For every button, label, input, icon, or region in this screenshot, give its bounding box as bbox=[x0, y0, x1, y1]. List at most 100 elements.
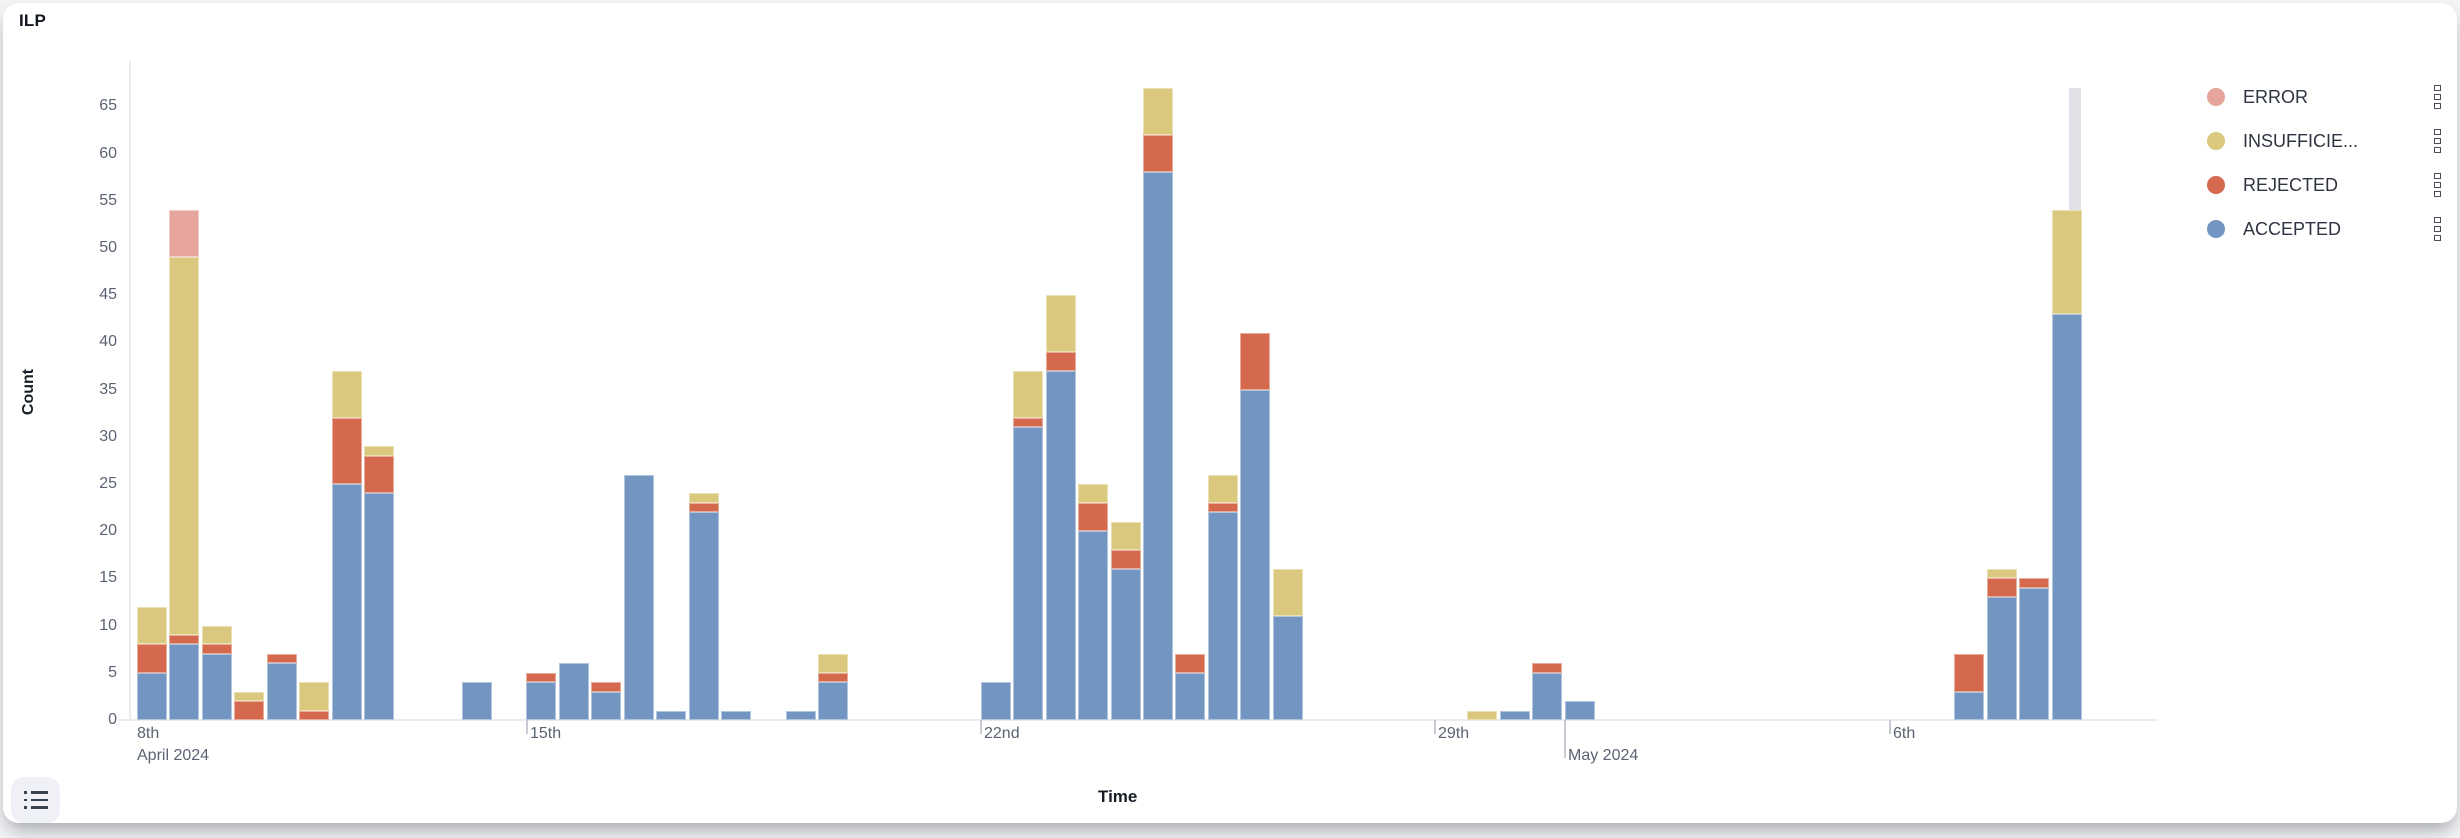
bar-segment-insufficient bbox=[818, 653, 848, 673]
legend-item-accepted[interactable]: ACCEPTED bbox=[2199, 207, 2455, 251]
stacked-bar[interactable] bbox=[1078, 484, 1108, 720]
stacked-bar[interactable] bbox=[1143, 87, 1173, 720]
y-axis-title: Count bbox=[20, 368, 37, 416]
stacked-bar[interactable] bbox=[818, 653, 848, 720]
stacked-bar[interactable] bbox=[591, 682, 621, 720]
stacked-bar[interactable] bbox=[559, 663, 589, 720]
bar-segment-rejected bbox=[818, 672, 848, 683]
bar-segment-accepted bbox=[1240, 389, 1270, 720]
stacked-bar[interactable] bbox=[364, 446, 394, 720]
stacked-bar[interactable] bbox=[689, 493, 719, 720]
x-axis-tick bbox=[1434, 720, 1436, 734]
stacked-bar[interactable] bbox=[526, 672, 556, 720]
bar-segment-accepted bbox=[689, 512, 719, 720]
bar-segment-rejected bbox=[689, 502, 719, 513]
stacked-bar[interactable] bbox=[1046, 295, 1076, 720]
bar-segment-accepted bbox=[364, 493, 394, 720]
y-axis-line bbox=[129, 61, 131, 720]
stacked-bar[interactable] bbox=[1500, 710, 1530, 720]
bar-segment-insufficient bbox=[1013, 370, 1043, 418]
bar-segment-rejected bbox=[267, 653, 297, 664]
drag-handle-icon[interactable] bbox=[2434, 173, 2441, 197]
legend-item-rejected[interactable]: REJECTED bbox=[2199, 163, 2455, 207]
legend-label: ERROR bbox=[2243, 86, 2309, 107]
y-tick-label: 55 bbox=[99, 191, 117, 209]
stacked-bar[interactable] bbox=[786, 710, 816, 720]
stacked-bar[interactable] bbox=[981, 682, 1011, 720]
bar-segment-insufficient bbox=[1046, 295, 1076, 352]
bar-segment-accepted bbox=[624, 474, 654, 720]
bar-segment-insufficient bbox=[234, 691, 264, 702]
y-tick-label: 35 bbox=[99, 380, 117, 398]
bar-segment-accepted bbox=[1532, 672, 1562, 720]
bar-segment-rejected bbox=[1240, 332, 1270, 390]
stacked-bar[interactable] bbox=[1954, 653, 1984, 720]
y-tick-label: 20 bbox=[99, 522, 117, 540]
stacked-bar[interactable] bbox=[1532, 663, 1562, 720]
y-tick-label: 65 bbox=[99, 97, 117, 115]
chart-card: ILP 0 5 10 15 20 25 30 35 40 45 50 55 60 65 8th April 2… bbox=[3, 3, 2457, 823]
drag-handle-icon[interactable] bbox=[2434, 129, 2441, 153]
stacked-bar[interactable] bbox=[267, 653, 297, 720]
bar-segment-accepted bbox=[332, 483, 362, 720]
bar-segment-rejected bbox=[234, 701, 264, 720]
bar-segment-insufficient bbox=[169, 257, 199, 636]
stacked-bar[interactable] bbox=[299, 682, 329, 720]
drag-handle-icon[interactable] bbox=[2434, 217, 2441, 241]
stacked-bar[interactable] bbox=[1987, 568, 2017, 720]
bar-segment-rejected bbox=[1208, 502, 1238, 513]
bar-segment-accepted bbox=[656, 710, 686, 720]
y-tick-label: 50 bbox=[99, 239, 117, 256]
bar-segment-accepted bbox=[1078, 531, 1108, 720]
legend: ERROR INSUFFICIE... REJECTED ACCEPTED bbox=[2199, 75, 2455, 251]
stacked-bar[interactable] bbox=[656, 710, 686, 720]
bar-segment-rejected bbox=[1954, 653, 1984, 692]
stacked-bar[interactable] bbox=[202, 625, 232, 720]
stacked-bar[interactable] bbox=[2019, 578, 2049, 720]
stacked-bar[interactable] bbox=[624, 474, 654, 720]
stacked-bar[interactable] bbox=[332, 370, 362, 720]
bar-segment-rejected bbox=[1987, 578, 2017, 598]
x-axis-title: Time bbox=[1098, 787, 1138, 806]
bar-segment-insufficient bbox=[1987, 568, 2017, 579]
stacked-bar[interactable] bbox=[169, 210, 199, 720]
stacked-bar[interactable] bbox=[1208, 474, 1238, 720]
legend-item-insufficient[interactable]: INSUFFICIE... bbox=[2199, 119, 2455, 163]
bar-segment-rejected bbox=[299, 710, 329, 720]
stacked-bar[interactable] bbox=[234, 691, 264, 720]
bar-segment-accepted bbox=[721, 710, 751, 720]
x-tick-label: May 2024 bbox=[1568, 747, 1639, 764]
bar-segment-insufficient bbox=[1273, 568, 1303, 617]
bar-segment-insufficient bbox=[2052, 210, 2082, 315]
stacked-bar[interactable] bbox=[1175, 653, 1205, 720]
drag-handle-icon[interactable] bbox=[2434, 85, 2441, 109]
bar-segment-insufficient bbox=[1143, 87, 1173, 135]
x-tick-label: 22nd bbox=[984, 725, 1020, 742]
insufficient-series-dot-icon bbox=[2207, 132, 2225, 150]
stacked-bar[interactable] bbox=[721, 710, 751, 720]
stacked-bar[interactable] bbox=[1013, 370, 1043, 720]
bar-segment-insufficient bbox=[332, 370, 362, 418]
stacked-bar[interactable] bbox=[1111, 521, 1141, 720]
bar-segment-accepted bbox=[1954, 691, 1984, 720]
stacked-bar[interactable] bbox=[1240, 332, 1270, 720]
stacked-bar[interactable] bbox=[1273, 568, 1303, 720]
bar-segment-rejected bbox=[332, 417, 362, 484]
stacked-bar[interactable] bbox=[1565, 701, 1595, 720]
stacked-bar[interactable] bbox=[137, 606, 167, 720]
bar-segment-rejected bbox=[1532, 663, 1562, 673]
bar-segment-insufficient bbox=[689, 493, 719, 503]
bar-segment-rejected bbox=[202, 644, 232, 654]
stacked-bar[interactable] bbox=[462, 682, 492, 720]
stacked-bar[interactable] bbox=[1467, 710, 1497, 720]
y-tick-label: 5 bbox=[108, 663, 117, 681]
bar-segment-accepted bbox=[2019, 587, 2049, 720]
stacked-bar[interactable] bbox=[2052, 210, 2082, 720]
x-axis-tick bbox=[1564, 720, 1566, 758]
x-tick-label: 6th bbox=[1893, 725, 1916, 742]
x-axis-tick bbox=[526, 720, 528, 734]
legend-item-error[interactable]: ERROR bbox=[2199, 75, 2455, 119]
bar-segment-rejected bbox=[364, 455, 394, 494]
data-list-toggle-button[interactable] bbox=[11, 777, 60, 823]
